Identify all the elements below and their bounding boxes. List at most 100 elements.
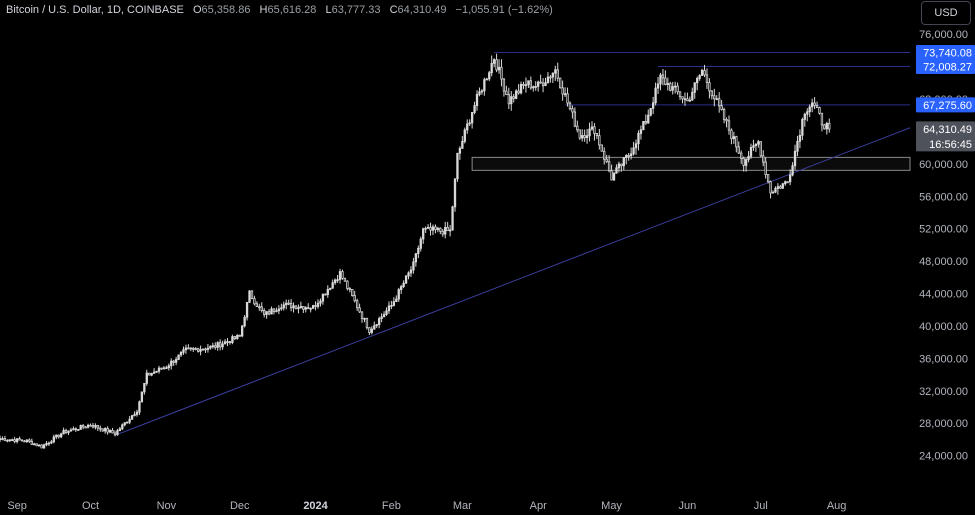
candle [698,74,701,81]
candle-body [179,351,183,356]
candle-body [72,428,75,431]
candle-body [333,279,337,284]
candle [233,335,236,341]
candle-body [607,161,611,172]
candle-body [338,271,342,281]
candle-body [781,183,784,189]
candle-body [801,119,804,136]
candle-body [404,275,408,284]
candle-body [326,288,329,295]
candle [713,88,716,107]
candle [338,268,342,284]
candle-body [309,307,312,310]
candle [326,285,329,298]
candle-body [820,112,824,126]
candle-body [825,122,828,130]
high-label: H [259,4,268,16]
currency-button[interactable]: USD [921,1,971,25]
candle [593,123,596,141]
price-tag-2: 67,275.60 [916,97,975,113]
candle-body [108,430,112,433]
candle [605,154,608,163]
candle-body [165,367,168,370]
price-tag-bg [916,59,975,75]
candle-body [241,325,244,337]
candle-body [160,367,163,370]
candle-body [448,229,452,232]
candle [363,317,366,323]
candle [99,425,102,432]
candle [82,424,85,430]
candle [556,62,559,82]
candle-body [15,438,19,442]
candle [485,77,488,81]
candle [412,257,415,274]
candle [167,363,170,371]
candle [368,327,371,336]
candle-body [86,424,90,428]
candle [47,441,51,447]
candle [598,128,601,150]
candle-body [140,391,144,403]
candle [803,112,806,127]
candle-body [145,372,148,384]
candle [360,311,364,323]
candle-body [708,82,711,92]
candle [294,305,298,310]
candle-body [101,428,104,432]
price-tag-bg [916,45,975,61]
x-tick-label: Apr [530,500,547,512]
candle-body [590,126,594,130]
candle [554,65,557,81]
candle-body [806,111,809,115]
candle-body [541,82,545,87]
candle-body [585,135,589,139]
candle-body [581,135,584,139]
candle [752,139,755,151]
candle [380,313,383,323]
candle-body [135,411,139,415]
candle-body [1,438,4,440]
candle [495,53,498,73]
candle [466,119,469,134]
candle [693,82,696,99]
candle [732,131,736,144]
candle-body [470,112,474,124]
candle [375,323,378,329]
candle [91,423,95,429]
candle [241,325,244,338]
candle [152,368,156,374]
candle-body [162,367,166,370]
candle-body [683,98,687,101]
price-tag-3: 64,310.49 16:56:45 [916,121,975,152]
candle [118,426,122,432]
candle [762,150,765,167]
candle [194,347,197,351]
candle-body [693,82,696,93]
candle-body [698,75,701,79]
candle [333,278,337,285]
candle [688,96,691,102]
candle [771,190,775,194]
candle [820,112,824,132]
trendline [114,127,911,436]
candle [390,300,393,310]
candle [260,302,263,313]
low-label: L [325,4,332,16]
candle [395,295,398,303]
candle [267,309,271,316]
candle [104,427,107,434]
candle-body [277,308,281,312]
candle [0,435,2,443]
candle-body [627,155,630,157]
candle-body [231,336,234,343]
candle-body [143,382,146,393]
candle-body [196,348,200,352]
candle-body [128,418,131,423]
candle-body [612,172,616,181]
candle-body [713,95,716,100]
candle-body [192,347,195,350]
candle-body [150,373,153,376]
candle [500,59,503,87]
